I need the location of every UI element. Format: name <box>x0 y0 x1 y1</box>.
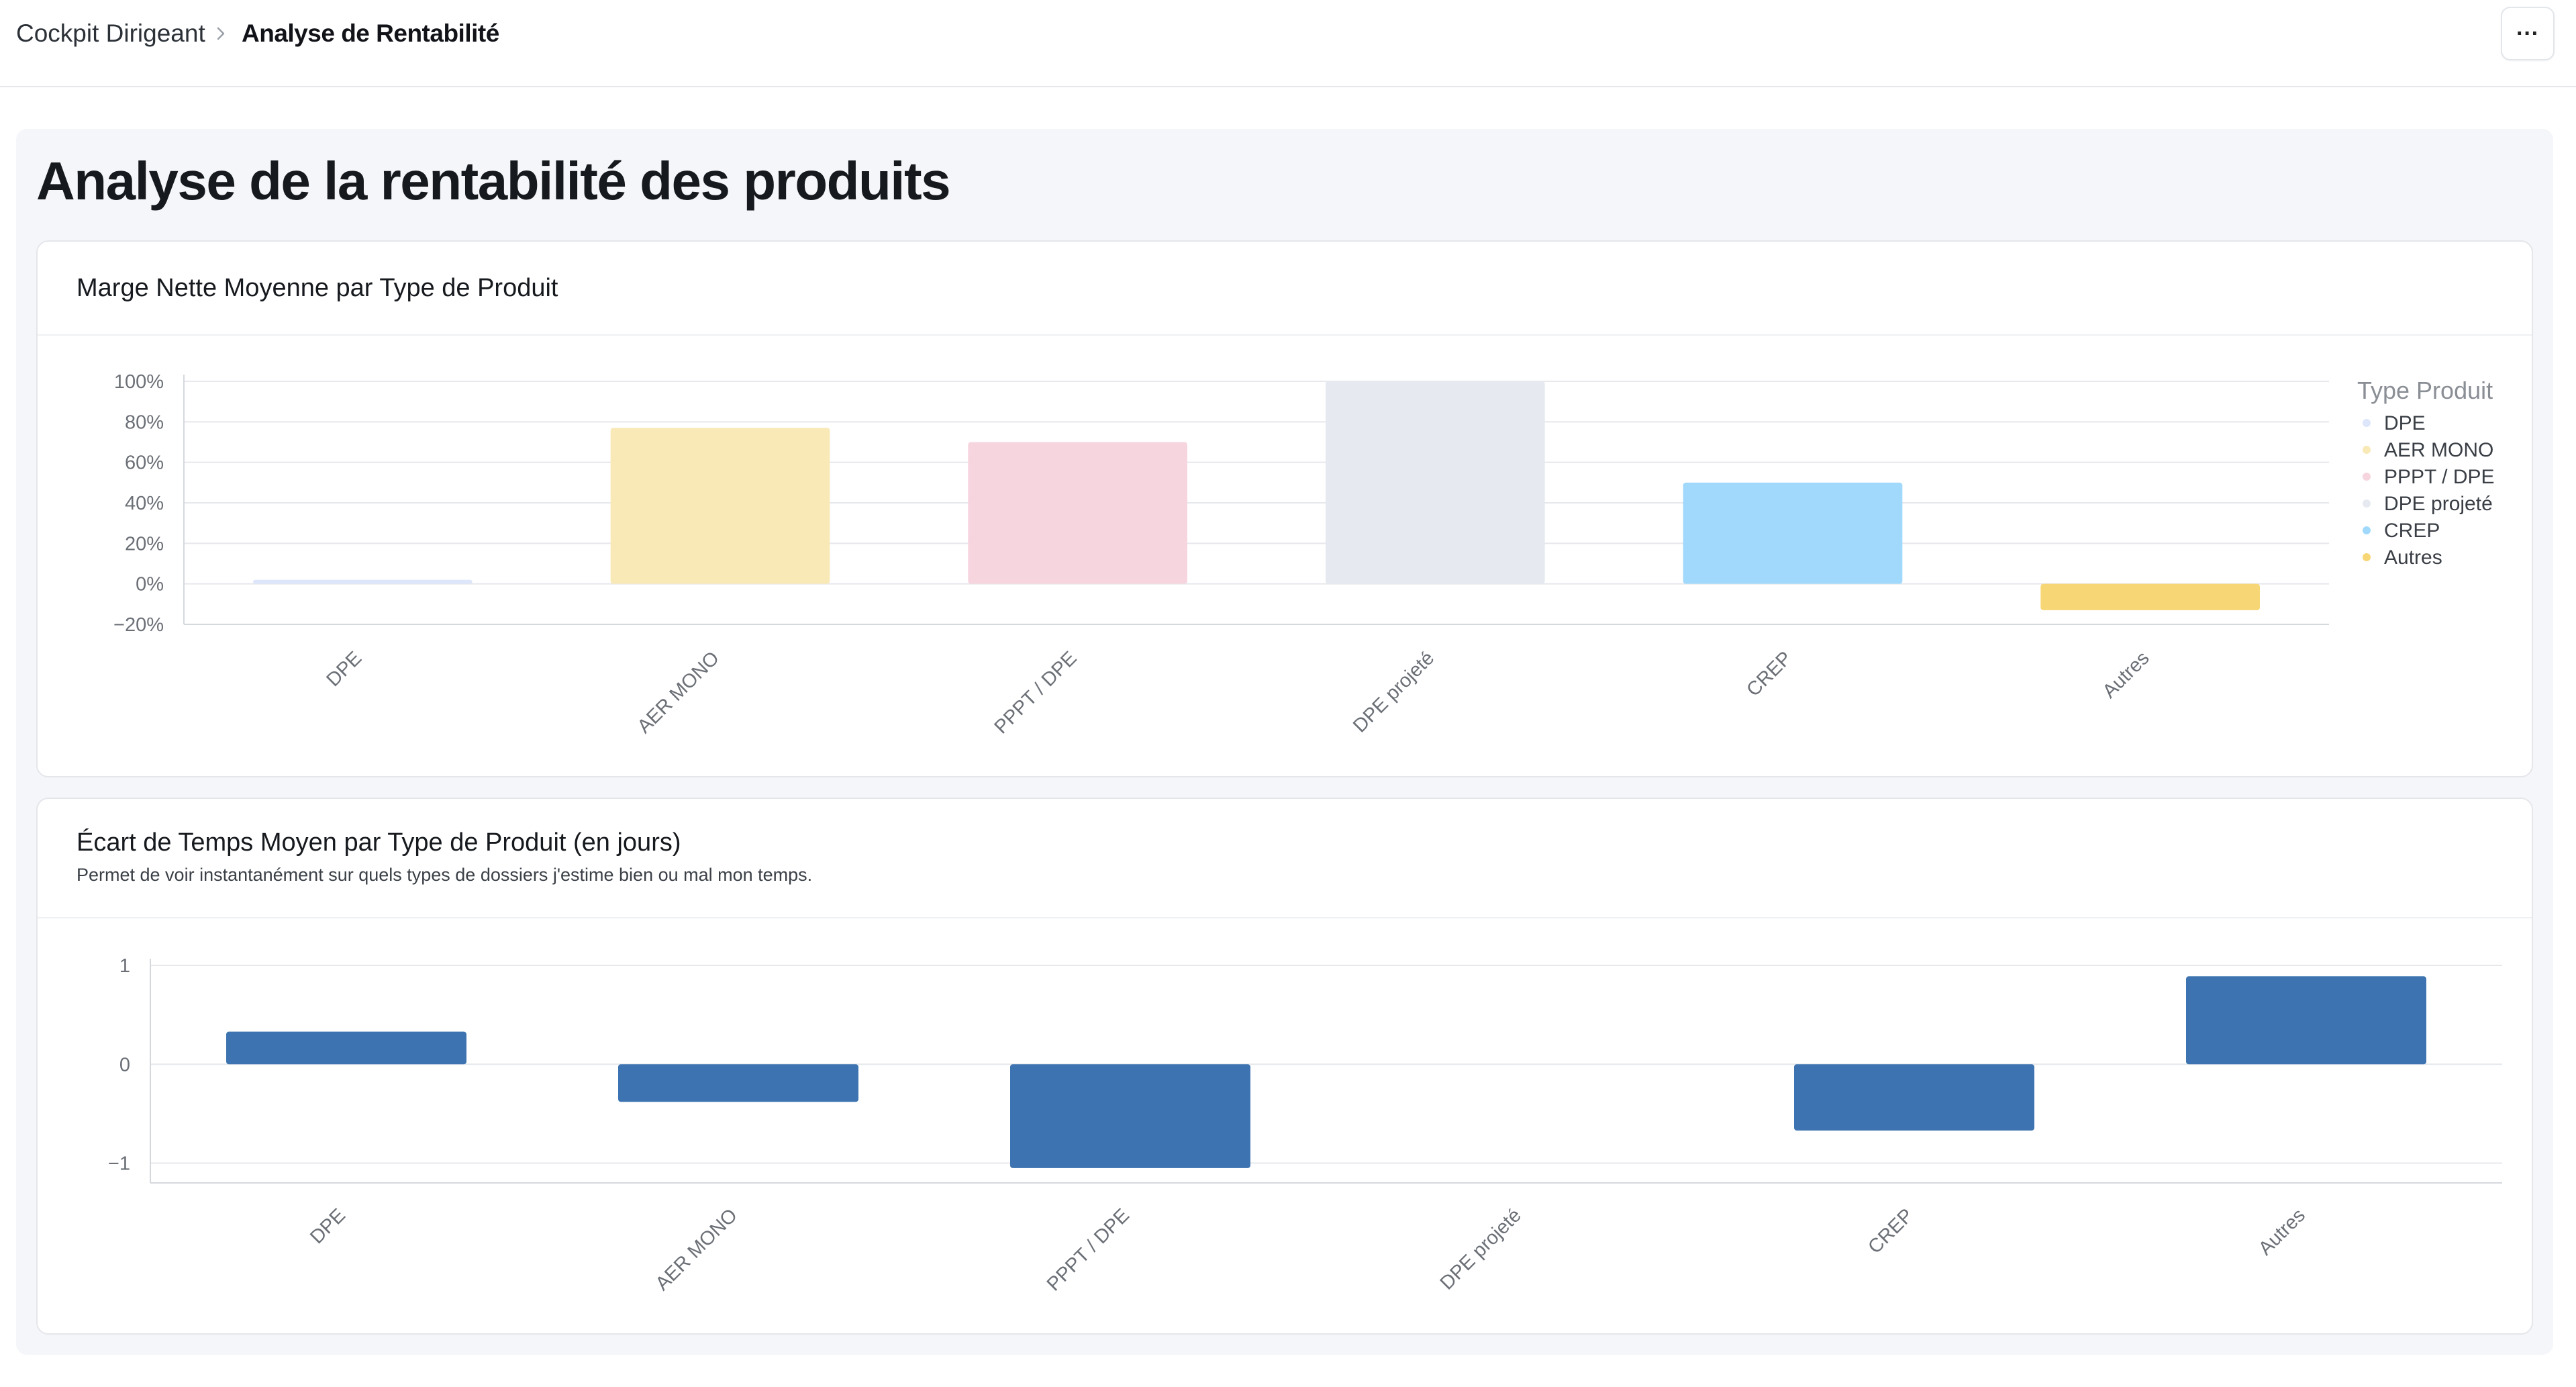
legend-swatch <box>2363 553 2371 561</box>
legend-item-aer-mono: AER MONO <box>2384 439 2493 461</box>
legend-swatch <box>2363 419 2371 427</box>
bar-dpe <box>253 579 473 584</box>
bar-dpe-projet <box>1326 381 1545 584</box>
x-tick-label: DPE <box>306 1204 350 1248</box>
legend-swatch <box>2363 526 2371 534</box>
bar-aer-mono <box>618 1064 858 1102</box>
bar-dpe <box>226 1031 466 1065</box>
y-tick-label: 0 <box>119 1054 130 1075</box>
y-tick-label: 60% <box>125 452 164 474</box>
net-margin-bar-chart: 100% 80% 60% 40% 20% 0% −20% DPE AER MONO PPPT / … <box>113 371 2495 738</box>
chart-title: Écart de Temps Moyen par Type de Produit… <box>77 828 681 857</box>
y-tick-label: 0% <box>136 574 164 595</box>
x-tick-label: Autres <box>2099 647 2154 702</box>
x-tick-label: AER MONO <box>652 1204 742 1294</box>
bar-crep <box>1683 482 1903 584</box>
legend-swatch <box>2363 499 2371 508</box>
chevron-right-icon <box>213 19 230 55</box>
y-tick-label: 1 <box>119 955 130 977</box>
breadcrumb-root-link[interactable]: Cockpit Dirigeant <box>16 19 205 47</box>
top-bar: Cockpit Dirigeant Analyse de Rentabilité… <box>0 0 2576 87</box>
y-tick-label: 20% <box>125 533 164 555</box>
bar-autres <box>2186 976 2426 1065</box>
chart-title: Marge Nette Moyenne par Type de Produit <box>77 274 558 302</box>
x-tick-label: PPPT / DPE <box>1043 1204 1134 1295</box>
y-tick-label: 40% <box>125 493 164 514</box>
time-gap-bar-chart: 1 0 −1 DPE AER MONO PPPT / DPE DPE projeté CREP… <box>108 955 2502 1295</box>
x-tick-label: CREP <box>1742 647 1796 701</box>
legend-swatch <box>2363 473 2371 481</box>
bar-crep <box>1794 1064 2034 1131</box>
x-tick-label: DPE <box>322 647 366 691</box>
net-margin-chart-card: Marge Nette Moyenne par Type de Produit … <box>36 240 2533 777</box>
page-title: Analyse de la rentabilité des produits <box>36 151 951 211</box>
legend-item-pppt-dpe: PPPT / DPE <box>2384 466 2495 488</box>
y-tick-label: 80% <box>125 412 164 433</box>
bar-pppt-dpe <box>1010 1064 1250 1168</box>
legend-swatch <box>2363 446 2371 454</box>
x-tick-label: PPPT / DPE <box>991 647 1081 738</box>
bar-pppt-dpe <box>968 442 1187 584</box>
legend-item-crep: CREP <box>2384 520 2440 542</box>
card-header: Marge Nette Moyenne par Type de Produit <box>38 242 2532 336</box>
bar-aer-mono <box>610 428 830 584</box>
y-tick-label: −1 <box>108 1153 130 1175</box>
x-tick-label: DPE projeté <box>1436 1204 1526 1294</box>
legend-item-dpe: DPE <box>2384 412 2426 434</box>
x-tick-label: Autres <box>2255 1204 2310 1259</box>
y-tick-label: 100% <box>114 371 164 393</box>
chart-description: Permet de voir instantanément sur quels … <box>77 865 813 885</box>
more-options-button[interactable]: ··· <box>2501 7 2555 60</box>
legend-item-dpe-projet: DPE projeté <box>2384 493 2493 515</box>
legend-title: Type Produit <box>2357 377 2493 404</box>
time-gap-chart-card: Écart de Temps Moyen par Type de Produit… <box>36 798 2533 1335</box>
x-tick-label: DPE projeté <box>1349 647 1438 736</box>
bar-autres <box>2040 583 2260 610</box>
breadcrumb-current: Analyse de Rentabilité <box>242 19 499 47</box>
x-tick-label: CREP <box>1864 1204 1918 1258</box>
legend-item-autres: Autres <box>2384 546 2442 569</box>
x-tick-label: AER MONO <box>634 647 724 737</box>
y-tick-label: −20% <box>113 614 164 636</box>
card-header: Écart de Temps Moyen par Type de Produit… <box>38 799 2532 918</box>
